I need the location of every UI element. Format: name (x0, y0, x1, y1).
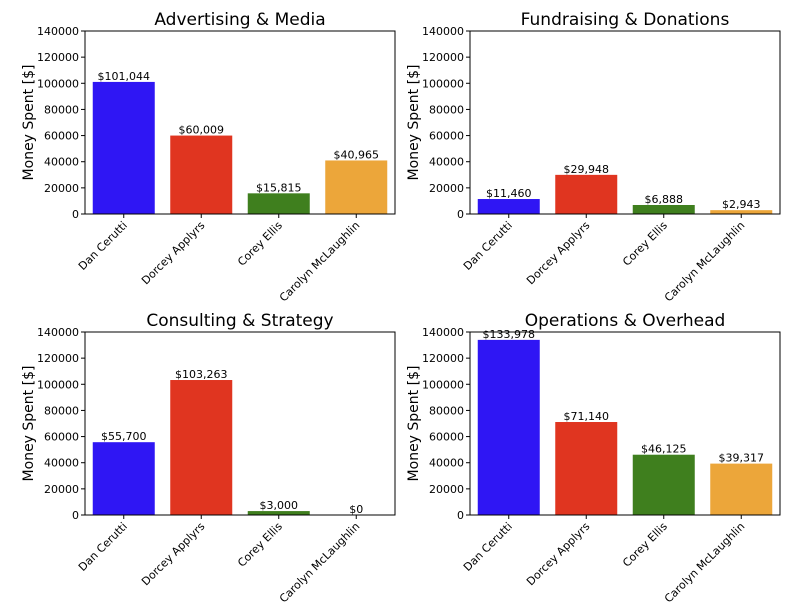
data-label-corey-ellis: $6,888 (645, 193, 684, 206)
x-tick-label: Dan Cerutti (76, 520, 130, 574)
x-tick-label: Dorcey Applyrs (524, 520, 593, 589)
y-tick-label: 20000 (44, 483, 79, 496)
y-tick-label: 100000 (37, 378, 79, 391)
x-tick-label: Corey Ellis (620, 520, 670, 570)
plot-frame (84, 30, 396, 215)
x-tick-label: Carolyn McLaughlin (277, 219, 362, 304)
y-tick-label: 140000 (37, 25, 79, 38)
data-label-dorcey-applyrs: $71,140 (564, 410, 610, 423)
y-tick-label: 120000 (37, 51, 79, 64)
x-tick-label: Corey Ellis (235, 219, 285, 269)
y-tick-label: 0 (457, 509, 464, 522)
data-label-dorcey-applyrs: $60,009 (179, 124, 225, 137)
x-tick-label: Dorcey Applyrs (524, 219, 593, 288)
bar-carolyn-mclaughlin (710, 210, 773, 214)
y-tick-label: 0 (457, 208, 464, 221)
bar-dan-cerutti (92, 81, 155, 215)
y-tick-label: 40000 (44, 156, 79, 169)
data-label-carolyn-mclaughlin: $2,943 (722, 198, 761, 211)
bar-corey-ellis (632, 204, 695, 214)
data-label-dan-cerutti: $55,700 (101, 430, 147, 443)
x-tick-label: Corey Ellis (620, 219, 670, 269)
y-tick-label: 100000 (37, 77, 79, 90)
y-tick-label: 60000 (44, 431, 79, 444)
chart-title: Fundraising & Donations (521, 10, 730, 30)
y-tick-label: 120000 (422, 352, 464, 365)
data-label-corey-ellis: $3,000 (260, 499, 299, 512)
y-tick-label: 40000 (429, 156, 464, 169)
y-tick-label: 100000 (422, 378, 464, 391)
y-axis-label: Money Spent [$] (406, 65, 422, 181)
y-tick-label: 80000 (429, 103, 464, 116)
plot-frame (469, 331, 781, 516)
panel-operations-overhead: Operations & Overhead Money Spent [$] $133… (406, 311, 781, 605)
y-axis-label: Money Spent [$] (21, 65, 37, 181)
y-tick-label: 0 (72, 509, 79, 522)
y-tick-label: 60000 (429, 431, 464, 444)
y-tick-label: 60000 (429, 130, 464, 143)
y-tick-label: 40000 (44, 457, 79, 470)
data-label-corey-ellis: $46,125 (641, 443, 687, 456)
y-tick-label: 20000 (44, 182, 79, 195)
bar-corey-ellis (632, 454, 695, 515)
y-tick-label: 40000 (429, 457, 464, 470)
x-tick-label: Carolyn McLaughlin (662, 520, 747, 605)
y-tick-label: 80000 (44, 404, 79, 417)
data-label-dorcey-applyrs: $103,263 (175, 368, 228, 381)
y-tick-label: 0 (72, 208, 79, 221)
y-tick-label: 20000 (429, 182, 464, 195)
data-label-dorcey-applyrs: $29,948 (564, 163, 610, 176)
chart-title: Consulting & Strategy (146, 311, 333, 331)
y-tick-label: 140000 (37, 326, 79, 339)
chart-title: Advertising & Media (154, 10, 325, 30)
data-label-carolyn-mclaughlin: $39,317 (719, 452, 765, 465)
bar-dorcey-applyrs (555, 174, 618, 214)
bar-corey-ellis (247, 511, 310, 515)
y-tick-label: 80000 (44, 103, 79, 116)
x-tick-label: Dan Cerutti (461, 219, 515, 273)
x-tick-label: Dan Cerutti (76, 219, 130, 273)
bar-dan-cerutti (92, 442, 155, 515)
data-label-dan-cerutti: $133,978 (483, 328, 536, 341)
x-tick-label: Carolyn McLaughlin (662, 219, 747, 304)
y-tick-label: 140000 (422, 25, 464, 38)
y-tick-label: 120000 (422, 51, 464, 64)
y-tick-label: 120000 (37, 352, 79, 365)
y-tick-label: 20000 (429, 483, 464, 496)
panel-advertising-media: Advertising & Media Money Spent [$] $101,0… (21, 10, 396, 304)
bar-dorcey-applyrs (170, 135, 233, 214)
bar-carolyn-mclaughlin (325, 160, 388, 214)
data-label-dan-cerutti: $101,044 (98, 70, 151, 83)
x-tick-label: Dorcey Applyrs (139, 520, 208, 589)
y-tick-label: 80000 (429, 404, 464, 417)
x-tick-label: Dorcey Applyrs (139, 219, 208, 288)
data-label-dan-cerutti: $11,460 (486, 187, 532, 200)
x-tick-label: Dan Cerutti (461, 520, 515, 574)
bar-dan-cerutti (477, 199, 540, 214)
data-label-carolyn-mclaughlin: $0 (349, 503, 363, 516)
y-axis-label: Money Spent [$] (21, 366, 37, 482)
panel-consulting-strategy: Consulting & Strategy Money Spent [$] $55,… (21, 311, 396, 605)
y-axis-label: Money Spent [$] (406, 366, 422, 482)
data-label-corey-ellis: $15,815 (256, 181, 302, 194)
y-tick-label: 100000 (422, 77, 464, 90)
x-tick-label: Corey Ellis (235, 520, 285, 570)
x-tick-label: Carolyn McLaughlin (277, 520, 362, 605)
plot-frame (469, 30, 781, 215)
y-tick-label: 60000 (44, 130, 79, 143)
chart-title: Operations & Overhead (525, 311, 726, 331)
bar-corey-ellis (247, 193, 310, 214)
panel-fundraising-donations: Fundraising & Donations Money Spent [$] $1… (406, 10, 781, 304)
bar-dorcey-applyrs (170, 380, 233, 515)
data-label-carolyn-mclaughlin: $40,965 (334, 148, 380, 161)
bar-dan-cerutti (477, 339, 540, 515)
bar-carolyn-mclaughlin (710, 463, 773, 515)
plot-frame (84, 331, 396, 516)
bar-dorcey-applyrs (555, 422, 618, 515)
y-tick-label: 140000 (422, 326, 464, 339)
